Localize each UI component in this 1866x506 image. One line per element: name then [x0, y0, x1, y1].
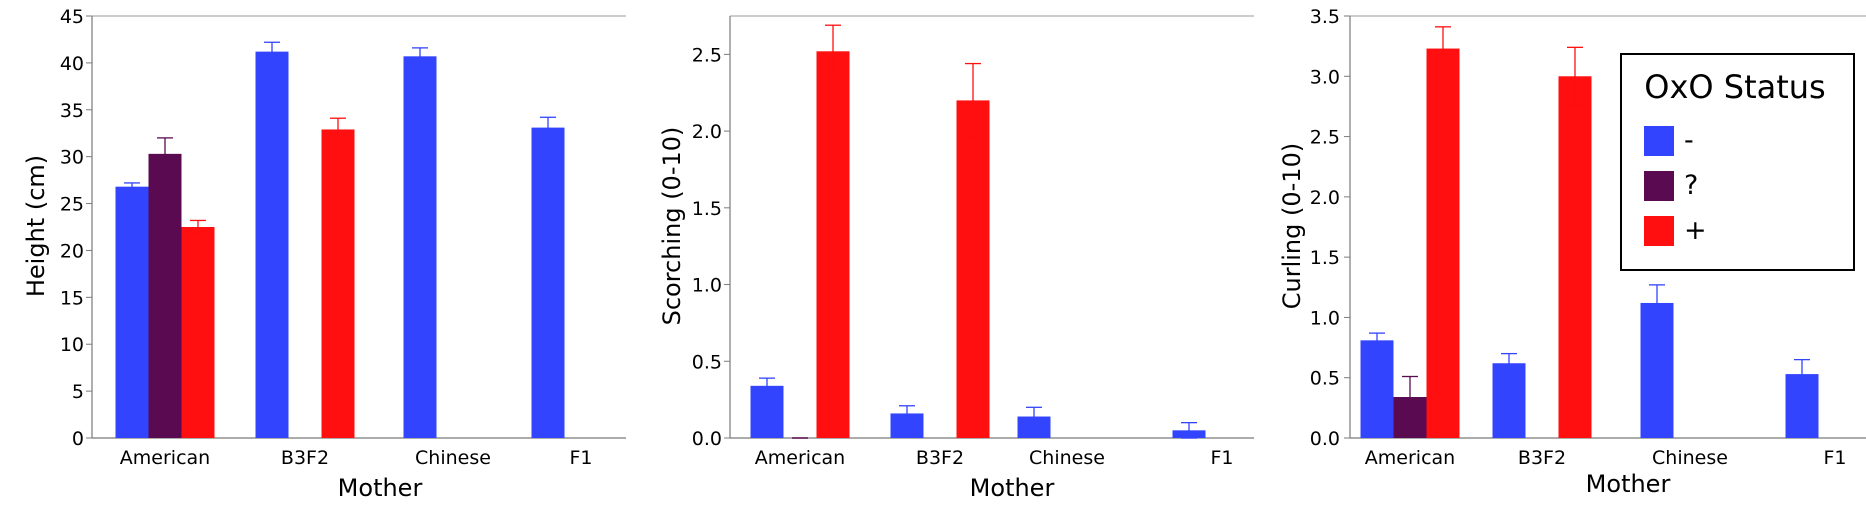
bar-chinese-minus: [1640, 302, 1674, 438]
x-tick-label: B3F2: [281, 447, 329, 469]
y-tick-label: 1.5: [692, 198, 722, 220]
bar-b3f2-plus: [1558, 76, 1592, 439]
legend: OxO Status -? +: [1620, 53, 1855, 271]
y-tick-label: 35: [60, 100, 84, 122]
y-tick-label: 2.0: [1310, 187, 1340, 209]
y-tick-label: 30: [60, 147, 84, 169]
y-tick-label: 10: [60, 334, 84, 356]
y-axis-title: Height (cm): [22, 155, 50, 297]
bar-american-unknown: [148, 153, 182, 438]
y-tick-label: 0.0: [1310, 428, 1340, 450]
y-tick-label: 20: [60, 240, 84, 262]
bar-american-minus: [750, 385, 784, 438]
x-tick-label: F1: [569, 447, 592, 469]
x-tick-label: Chinese: [1652, 447, 1728, 469]
y-tick-label: 5: [72, 381, 84, 403]
y-tick-label: 3.5: [1310, 6, 1340, 28]
bar-b3f2-plus: [956, 100, 990, 439]
bar-b3f2-plus: [321, 129, 355, 438]
bar-american-plus: [816, 51, 850, 438]
bar-chinese-minus: [1017, 416, 1051, 438]
y-tick-label: 1.0: [1310, 307, 1340, 329]
bar-american-minus: [1360, 340, 1394, 438]
bar-b3f2-minus: [255, 51, 289, 438]
bar-f1-minus: [531, 127, 565, 439]
y-axis-title: Curling (0-10): [1278, 143, 1306, 309]
x-tick-label: American: [755, 447, 845, 469]
x-tick-label: B3F2: [916, 447, 964, 469]
y-tick-label: 2.0: [692, 121, 722, 143]
legend-label: -: [1684, 125, 1694, 156]
y-tick-label: 0: [72, 428, 84, 450]
y-tick-label: 2.5: [1310, 127, 1340, 149]
chart-panel-2: 0.0 0.5 1.0 1.5 2.0 2.5 American B3F2 Chinese F1 M…: [658, 15, 1254, 502]
x-tick-label: F1: [1210, 447, 1233, 469]
legend-title: OxO Status: [1644, 68, 1825, 106]
x-tick-label: Chinese: [1029, 447, 1105, 469]
y-tick-label: 1.0: [692, 275, 722, 297]
bar-american-plus: [1426, 48, 1460, 438]
legend-label: +: [1684, 215, 1707, 246]
legend-swatch: [1644, 171, 1674, 201]
chart-panel-1: 0 5 10 15 20 25 30 35 40 45 American B3F2 Chinese F1 M…: [22, 6, 626, 502]
y-tick-label: 2.5: [692, 44, 722, 66]
x-tick-label: F1: [1823, 447, 1846, 469]
y-axis-title: Scorching (0-10): [658, 127, 686, 326]
legend-swatch: [1644, 126, 1674, 156]
y-tick-label: 0.5: [692, 351, 722, 373]
chart-panel-3: 0.0 0.5 1.0 1.5 2.0 2.5 3.0 3.5 American B3F2 Chin…: [1278, 6, 1866, 498]
y-tick-label: 1.5: [1310, 247, 1340, 269]
x-tick-label: American: [120, 447, 210, 469]
x-tick-label: B3F2: [1518, 447, 1566, 469]
y-tick-label: 15: [60, 287, 84, 309]
y-tick-label: 0.5: [1310, 368, 1340, 390]
y-tick-label: 45: [60, 6, 84, 28]
legend-label: ?: [1684, 170, 1698, 201]
x-axis-title: Mother: [1586, 470, 1671, 498]
legend-swatch: [1644, 216, 1674, 246]
bar-american-minus: [115, 186, 149, 438]
bar-chinese-minus: [403, 56, 437, 439]
y-tick-label: 0.0: [692, 428, 722, 450]
x-tick-label: Chinese: [415, 447, 491, 469]
x-axis-title: Mother: [970, 474, 1055, 502]
x-tick-label: American: [1365, 447, 1455, 469]
y-tick-label: 3.0: [1310, 66, 1340, 88]
y-tick-label: 40: [60, 53, 84, 75]
x-axis-title: Mother: [338, 474, 423, 502]
bar-b3f2-minus: [1492, 363, 1526, 438]
y-tick-label: 25: [60, 194, 84, 216]
bar-american-plus: [181, 227, 215, 438]
